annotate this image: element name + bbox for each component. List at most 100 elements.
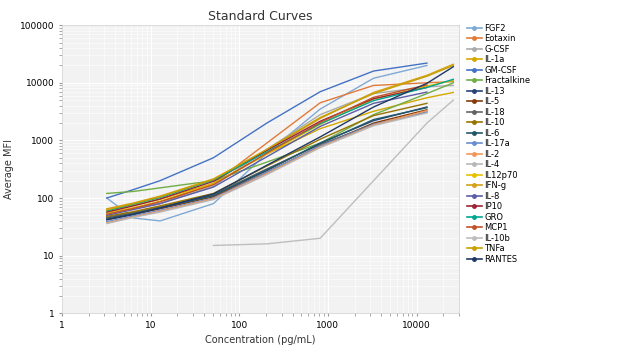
GM-CSF: [130, 188, 137, 192]
MCP1: [130, 206, 137, 211]
Line: IP10: IP10: [107, 87, 427, 212]
IL12p70: [210, 182, 217, 186]
Line: IL-1a: IL-1a: [107, 93, 453, 211]
IL-13: [103, 216, 110, 220]
Eotaxin: [370, 83, 378, 87]
IL-5: [370, 121, 378, 125]
IL-5: [423, 108, 431, 112]
GRO: [210, 178, 217, 182]
IL-1a: [103, 208, 110, 213]
IL-6: [370, 117, 378, 122]
IL-1a: [210, 181, 217, 185]
GM-CSF: [156, 179, 164, 183]
IFN-g: [450, 62, 457, 66]
X-axis label: Concentration (pg/mL): Concentration (pg/mL): [205, 336, 316, 345]
IL-18: [316, 142, 324, 147]
IL-10b: [450, 98, 457, 102]
TNFa: [210, 177, 217, 181]
Eotaxin: [450, 80, 457, 84]
IL-6: [423, 105, 431, 110]
IL-5: [316, 144, 324, 148]
IL-13: [370, 118, 378, 123]
IP10: [423, 85, 431, 90]
IL-17a: [210, 196, 217, 200]
IL-5: [156, 207, 164, 211]
IL12p70: [156, 199, 164, 203]
GRO: [316, 122, 324, 126]
GM-CSF: [210, 156, 217, 160]
Legend: FGF2, Eotaxin, G-CSF, IL-1a, GM-CSF, Fractalkine, IL-13, IL-5, IL-18, IL-10, IL-: FGF2, Eotaxin, G-CSF, IL-1a, GM-CSF, Fra…: [467, 24, 531, 264]
Line: RANTES: RANTES: [107, 67, 453, 220]
GRO: [450, 77, 457, 81]
IFN-g: [370, 90, 378, 95]
FGF2: [316, 107, 324, 111]
GM-CSF: [370, 69, 378, 73]
IL-10b: [370, 179, 378, 183]
IL-6: [130, 212, 137, 216]
IL-10: [263, 164, 270, 168]
IL-6: [156, 206, 164, 210]
G-CSF: [423, 85, 431, 89]
RANTES: [156, 206, 164, 210]
IL-1a: [156, 197, 164, 202]
IL-4: [263, 172, 270, 177]
G-CSF: [316, 112, 324, 117]
IL-10: [423, 101, 431, 105]
TNFa: [130, 202, 137, 206]
Line: IL-10: IL-10: [107, 103, 427, 216]
IL-2: [423, 108, 431, 113]
Eotaxin: [316, 100, 324, 105]
IL12p70: [263, 152, 270, 156]
Eotaxin: [263, 141, 270, 145]
GM-CSF: [423, 61, 431, 65]
GRO: [423, 85, 431, 90]
Line: IL12p70: IL12p70: [107, 80, 453, 213]
Fractalkine: [450, 81, 457, 85]
IL-10b: [210, 243, 217, 248]
TNFa: [156, 195, 164, 199]
IL-18: [103, 215, 110, 220]
IP10: [103, 210, 110, 214]
Eotaxin: [156, 202, 164, 206]
IL-18: [156, 205, 164, 209]
IL-10: [370, 113, 378, 118]
IFN-g: [210, 177, 217, 181]
IL-8: [103, 213, 110, 217]
IL-17a: [103, 219, 110, 224]
Line: IL-2: IL-2: [107, 111, 427, 223]
FGF2: [103, 196, 110, 200]
MCP1: [210, 183, 217, 187]
IL-4: [210, 197, 217, 202]
IL-13: [316, 141, 324, 145]
Title: Standard Curves: Standard Curves: [208, 10, 312, 23]
IL-8: [130, 207, 137, 212]
IL-2: [370, 123, 378, 127]
Line: MCP1: MCP1: [107, 85, 427, 214]
TNFa: [103, 208, 110, 212]
IL12p70: [316, 122, 324, 126]
GRO: [103, 208, 110, 213]
FGF2: [210, 202, 217, 206]
GRO: [263, 150, 270, 154]
IL-18: [423, 110, 431, 114]
IP10: [370, 96, 378, 101]
Fractalkine: [316, 141, 324, 145]
Line: IL-17a: IL-17a: [107, 112, 427, 221]
IL-1a: [316, 126, 324, 131]
Fractalkine: [423, 91, 431, 96]
RANTES: [316, 135, 324, 139]
RANTES: [210, 192, 217, 196]
IL-5: [210, 195, 217, 199]
IFN-g: [316, 116, 324, 121]
IL-18: [370, 122, 378, 126]
Fractalkine: [210, 179, 217, 183]
G-CSF: [263, 147, 270, 152]
Line: IL-18: IL-18: [107, 112, 427, 217]
IL-2: [316, 145, 324, 149]
IL-4: [103, 221, 110, 226]
IL-10b: [263, 242, 270, 246]
Line: Fractalkine: Fractalkine: [107, 83, 453, 193]
IL12p70: [130, 206, 137, 210]
IL-6: [316, 141, 324, 146]
IL-13: [210, 193, 217, 198]
